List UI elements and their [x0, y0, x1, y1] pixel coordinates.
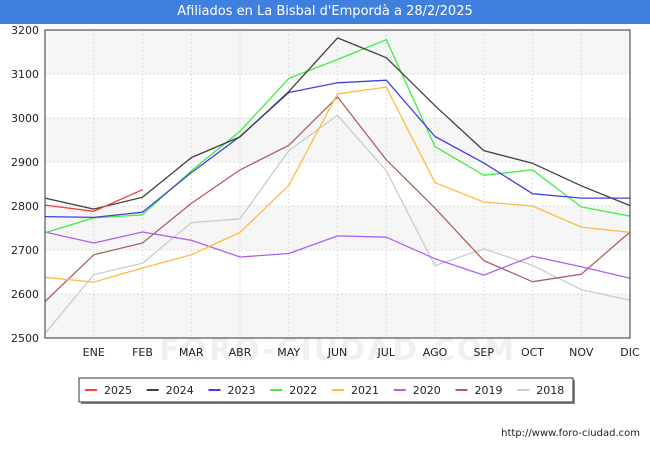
legend-label-2025: 2025 — [104, 384, 132, 397]
series-line-2020 — [44, 231, 631, 279]
chart-title: Afiliados en La Bisbal d'Empordà a 28/2/… — [0, 0, 650, 24]
x-tick-label: NOV — [569, 346, 594, 359]
x-tick-label: ABR — [229, 346, 252, 359]
x-tick-label: DIC — [620, 346, 640, 359]
series-line-2019 — [44, 96, 631, 302]
legend-label-2024: 2024 — [166, 384, 194, 397]
legend-box — [78, 377, 574, 403]
y-tick-label: 3200 — [11, 24, 39, 37]
x-tick-label: FEB — [132, 346, 153, 359]
y-tick-label: 2700 — [11, 244, 39, 257]
x-tick-label: OCT — [521, 346, 544, 359]
legend-label-2021: 2021 — [351, 384, 379, 397]
y-tick-label: 2600 — [11, 288, 39, 301]
legend-label-2018: 2018 — [536, 384, 564, 397]
watermark: FORO-CIUDAD.COM — [159, 333, 516, 368]
y-tick-label: 2500 — [11, 332, 39, 345]
y-tick-label: 3000 — [11, 112, 39, 125]
series-line-2021 — [44, 86, 631, 283]
legend-label-2020: 2020 — [413, 384, 441, 397]
legend-label-2023: 2023 — [228, 384, 256, 397]
x-tick-label: JUL — [377, 346, 396, 359]
series-line-2024 — [44, 37, 631, 210]
x-tick-label: MAR — [179, 346, 204, 359]
series-line-2022 — [44, 39, 631, 234]
x-tick-label: SEP — [473, 346, 494, 359]
y-tick-label: 2800 — [11, 200, 39, 213]
y-tick-label: 3100 — [11, 68, 39, 81]
series-line-2023 — [44, 79, 630, 219]
y-tick-label: 2900 — [11, 156, 39, 169]
series-line-2018 — [44, 114, 631, 335]
x-tick-label: ENE — [83, 346, 105, 359]
plot-border — [44, 29, 631, 339]
x-tick-label: JUN — [327, 346, 348, 359]
source-credit[interactable]: http://www.foro-ciudad.com — [501, 428, 640, 439]
x-tick-label: MAY — [277, 346, 300, 359]
legend-label-2019: 2019 — [475, 384, 503, 397]
series-line-2025 — [44, 189, 143, 212]
x-tick-label: AGO — [423, 346, 448, 359]
legend-label-2022: 2022 — [289, 384, 317, 397]
line-chart: 2500 2600 2700 2800 2900 3000 3100 3200 ENE FEB MA… — [11, 24, 640, 404]
